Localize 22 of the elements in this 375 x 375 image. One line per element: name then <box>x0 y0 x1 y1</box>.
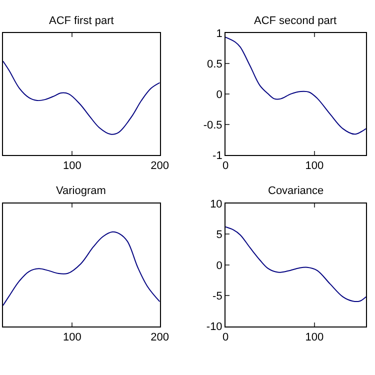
y-tick-label: 1 <box>216 28 222 40</box>
y-tick-label: 10 <box>210 198 222 210</box>
x-tick-label: 100 <box>63 160 82 172</box>
x-tick-label: 100 <box>63 331 82 344</box>
x-tick-label: 100 <box>305 331 324 344</box>
y-tick-label: 5 <box>216 229 222 242</box>
y-tick-label: 0.5 <box>207 58 222 70</box>
line-series <box>226 226 366 302</box>
x-tick-label: 200 <box>150 331 169 344</box>
chart-title: ACF first part <box>49 15 114 27</box>
y-tick-label: -10 <box>206 321 222 334</box>
x-tick-label: 100 <box>305 160 324 172</box>
y-tick-label: 0 <box>216 88 222 101</box>
chart-title: Variogram <box>56 185 106 197</box>
y-tick-label: -5 <box>212 290 222 302</box>
y-tick-label: -1 <box>212 150 222 162</box>
y-tick-label: 0 <box>216 260 222 272</box>
line-series <box>226 36 366 135</box>
y-tick-label: -0.5 <box>203 119 222 132</box>
chart-title: Covariance <box>268 185 324 197</box>
x-tick-label: 200 <box>150 160 169 172</box>
chart-title: ACF second part <box>254 15 337 27</box>
